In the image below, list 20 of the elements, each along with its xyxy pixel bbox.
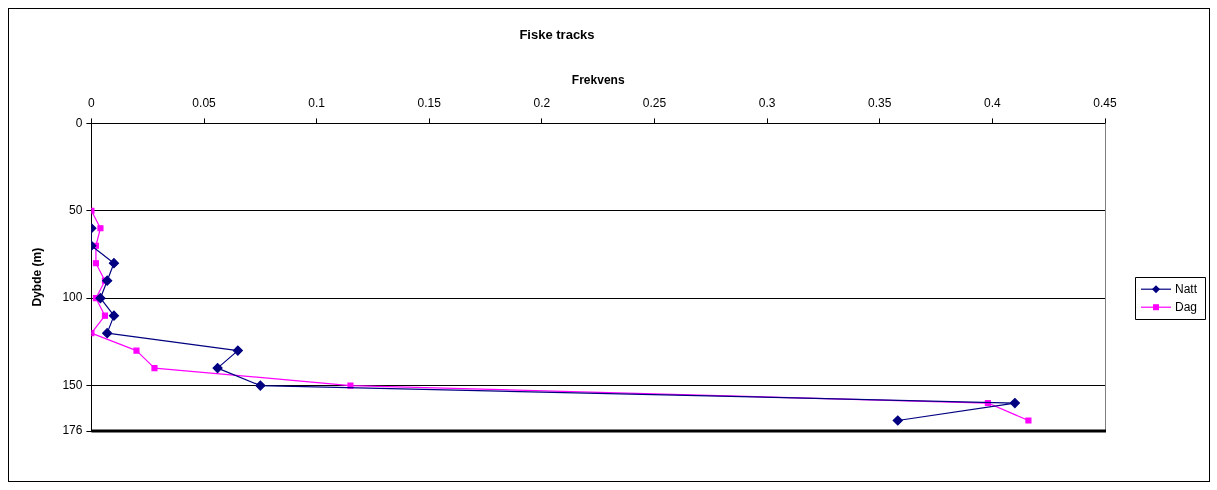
x-tick-label: 0 xyxy=(88,95,96,110)
y-tick-label: 0 xyxy=(75,115,83,130)
legend-label: Dag xyxy=(1175,299,1198,314)
x-tick-label: 0.35 xyxy=(868,95,892,110)
x-tick-label: 0.3 xyxy=(758,95,776,110)
y-axis-title: Dybde (m) xyxy=(29,247,44,307)
x-tick-label: 0.15 xyxy=(417,95,442,110)
x-tick-label: 0.4 xyxy=(984,95,1002,110)
y-tick-label: 150 xyxy=(62,377,83,392)
y-tick-label: 100 xyxy=(62,290,83,305)
x-tick-label: 0.05 xyxy=(192,95,217,110)
x-tick-label: 0.2 xyxy=(533,95,551,110)
y-tick-label: 50 xyxy=(69,203,83,218)
x-tick-label: 0.45 xyxy=(1093,95,1117,110)
x-axis-title: Frekvens xyxy=(571,73,625,88)
legend-label: Natt xyxy=(1175,281,1198,296)
x-tick-label: 0.1 xyxy=(308,95,326,110)
x-tick-label: 0.25 xyxy=(642,95,667,110)
y-tick-label: 176 xyxy=(62,423,83,438)
chart-title: Fiske tracks xyxy=(519,27,595,43)
